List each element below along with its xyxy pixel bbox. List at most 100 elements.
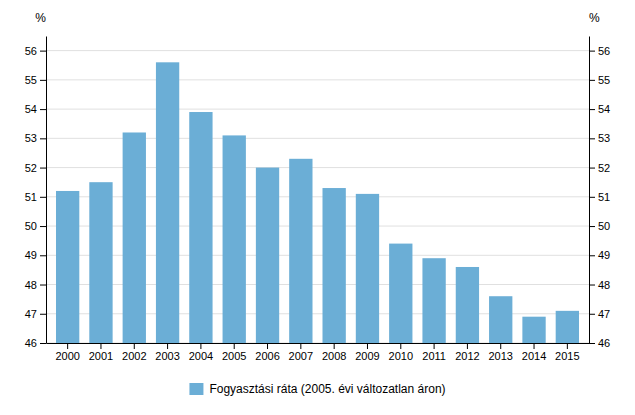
y2-axis-label: %: [589, 11, 600, 25]
x-tick: 2008: [322, 343, 346, 362]
x-tick-label: 2002: [122, 350, 146, 362]
x-tick: 2015: [555, 343, 579, 362]
x-tick-mark: [134, 343, 135, 349]
x-tick: 2010: [389, 343, 413, 362]
x-tick-mark: [200, 343, 201, 349]
x-tick-mark: [334, 343, 335, 349]
bar: [522, 317, 545, 343]
y2-tick: 52: [589, 162, 610, 174]
y-tick-mark: [40, 226, 46, 227]
y-axis-line: [46, 37, 47, 344]
y-tick-mark: [40, 285, 46, 286]
x-tick-label: 2011: [422, 350, 446, 362]
grid-line: [46, 79, 589, 80]
x-tick-mark: [67, 343, 68, 349]
x-tick-mark: [300, 343, 301, 349]
grid: [46, 51, 589, 343]
y-tick: 53: [25, 132, 46, 144]
y-tick-label: 55: [25, 74, 37, 86]
bar: [56, 191, 79, 343]
x-tick-mark: [467, 343, 468, 349]
y2-tick-label: 47: [598, 308, 610, 320]
y-tick: 55: [25, 74, 46, 86]
y2-tick: 54: [589, 103, 610, 115]
x-tick-label: 2012: [455, 350, 479, 362]
x-tick: 2005: [222, 343, 246, 362]
y-tick: 48: [25, 279, 46, 291]
legend-swatch: [189, 383, 203, 395]
y-tick-label: 47: [25, 308, 37, 320]
x-tick-label: 2013: [488, 350, 512, 362]
y2-tick-label: 55: [598, 74, 610, 86]
x-tick: 2013: [488, 343, 512, 362]
y2-tick-label: 53: [598, 132, 610, 144]
y2-tick: 48: [589, 279, 610, 291]
x-tick: 2014: [522, 343, 546, 362]
bar: [322, 188, 345, 343]
legend-item: Fogyasztási ráta (2005. évi változatlan …: [189, 382, 445, 396]
x-tick-label: 2009: [355, 350, 379, 362]
y2-tick-mark: [589, 109, 595, 110]
x-tick-label: 2004: [189, 350, 213, 362]
y-tick: 51: [25, 191, 46, 203]
x-tick-mark: [167, 343, 168, 349]
y2-tick: 51: [589, 191, 610, 203]
y2-tick-label: 50: [598, 220, 610, 232]
y-tick-mark: [40, 109, 46, 110]
bar: [456, 267, 479, 343]
x-tick-mark: [434, 343, 435, 349]
x-tick-mark: [267, 343, 268, 349]
y2-tick-mark: [589, 51, 595, 52]
x-tick: 2000: [55, 343, 79, 362]
y-tick: 47: [25, 308, 46, 320]
y-tick-label: 56: [25, 45, 37, 57]
x-tick-label: 2000: [55, 350, 79, 362]
legend: Fogyasztási ráta (2005. évi változatlan …: [189, 382, 445, 396]
y-tick-mark: [40, 168, 46, 169]
x-tick-mark: [400, 343, 401, 349]
bar: [223, 135, 246, 343]
x-tick: 2003: [155, 343, 179, 362]
x-tick-label: 2005: [222, 350, 246, 362]
y-tick-label: 52: [25, 162, 37, 174]
y2-tick: 46: [589, 337, 610, 349]
x-axis-line: [47, 343, 590, 344]
y-axis-label: %: [35, 11, 46, 25]
y2-tick-label: 48: [598, 279, 610, 291]
y2-tick: 55: [589, 74, 610, 86]
x-tick-mark: [234, 343, 235, 349]
y2-tick: 53: [589, 132, 610, 144]
y-tick-mark: [40, 80, 46, 81]
bar: [489, 296, 512, 343]
y2-tick-mark: [589, 168, 595, 169]
x-tick-label: 2008: [322, 350, 346, 362]
grid-line: [46, 50, 589, 51]
y-tick-label: 54: [25, 103, 37, 115]
y2-tick: 47: [589, 308, 610, 320]
x-tick-label: 2003: [155, 350, 179, 362]
y2-tick-mark: [589, 285, 595, 286]
x-tick: 2009: [355, 343, 379, 362]
y2-tick-label: 54: [598, 103, 610, 115]
y2-tick-mark: [589, 343, 595, 344]
y2-tick-label: 52: [598, 162, 610, 174]
y2-tick-label: 46: [598, 337, 610, 349]
bar: [389, 244, 412, 343]
x-tick: 2011: [422, 343, 446, 362]
chart: 2000200120022003200420052006200720082009…: [0, 0, 635, 415]
y2-tick: 49: [589, 249, 610, 261]
y-axis: 4647484950515253545556: [25, 37, 47, 350]
y2-tick: 50: [589, 220, 610, 232]
y2-tick-label: 51: [598, 191, 610, 203]
x-tick: 2007: [289, 343, 313, 362]
x-tick: 2002: [122, 343, 146, 362]
x-tick: 2012: [455, 343, 479, 362]
grid-line: [46, 109, 589, 110]
bar: [356, 194, 379, 343]
plot: 2000200120022003200420052006200720082009…: [25, 11, 611, 362]
y2-tick-label: 49: [598, 249, 610, 261]
x-tick-label: 2007: [289, 350, 313, 362]
y-tick-mark: [40, 51, 46, 52]
y-tick-label: 50: [25, 220, 37, 232]
x-axis: 2000200120022003200420052006200720082009…: [47, 343, 590, 362]
